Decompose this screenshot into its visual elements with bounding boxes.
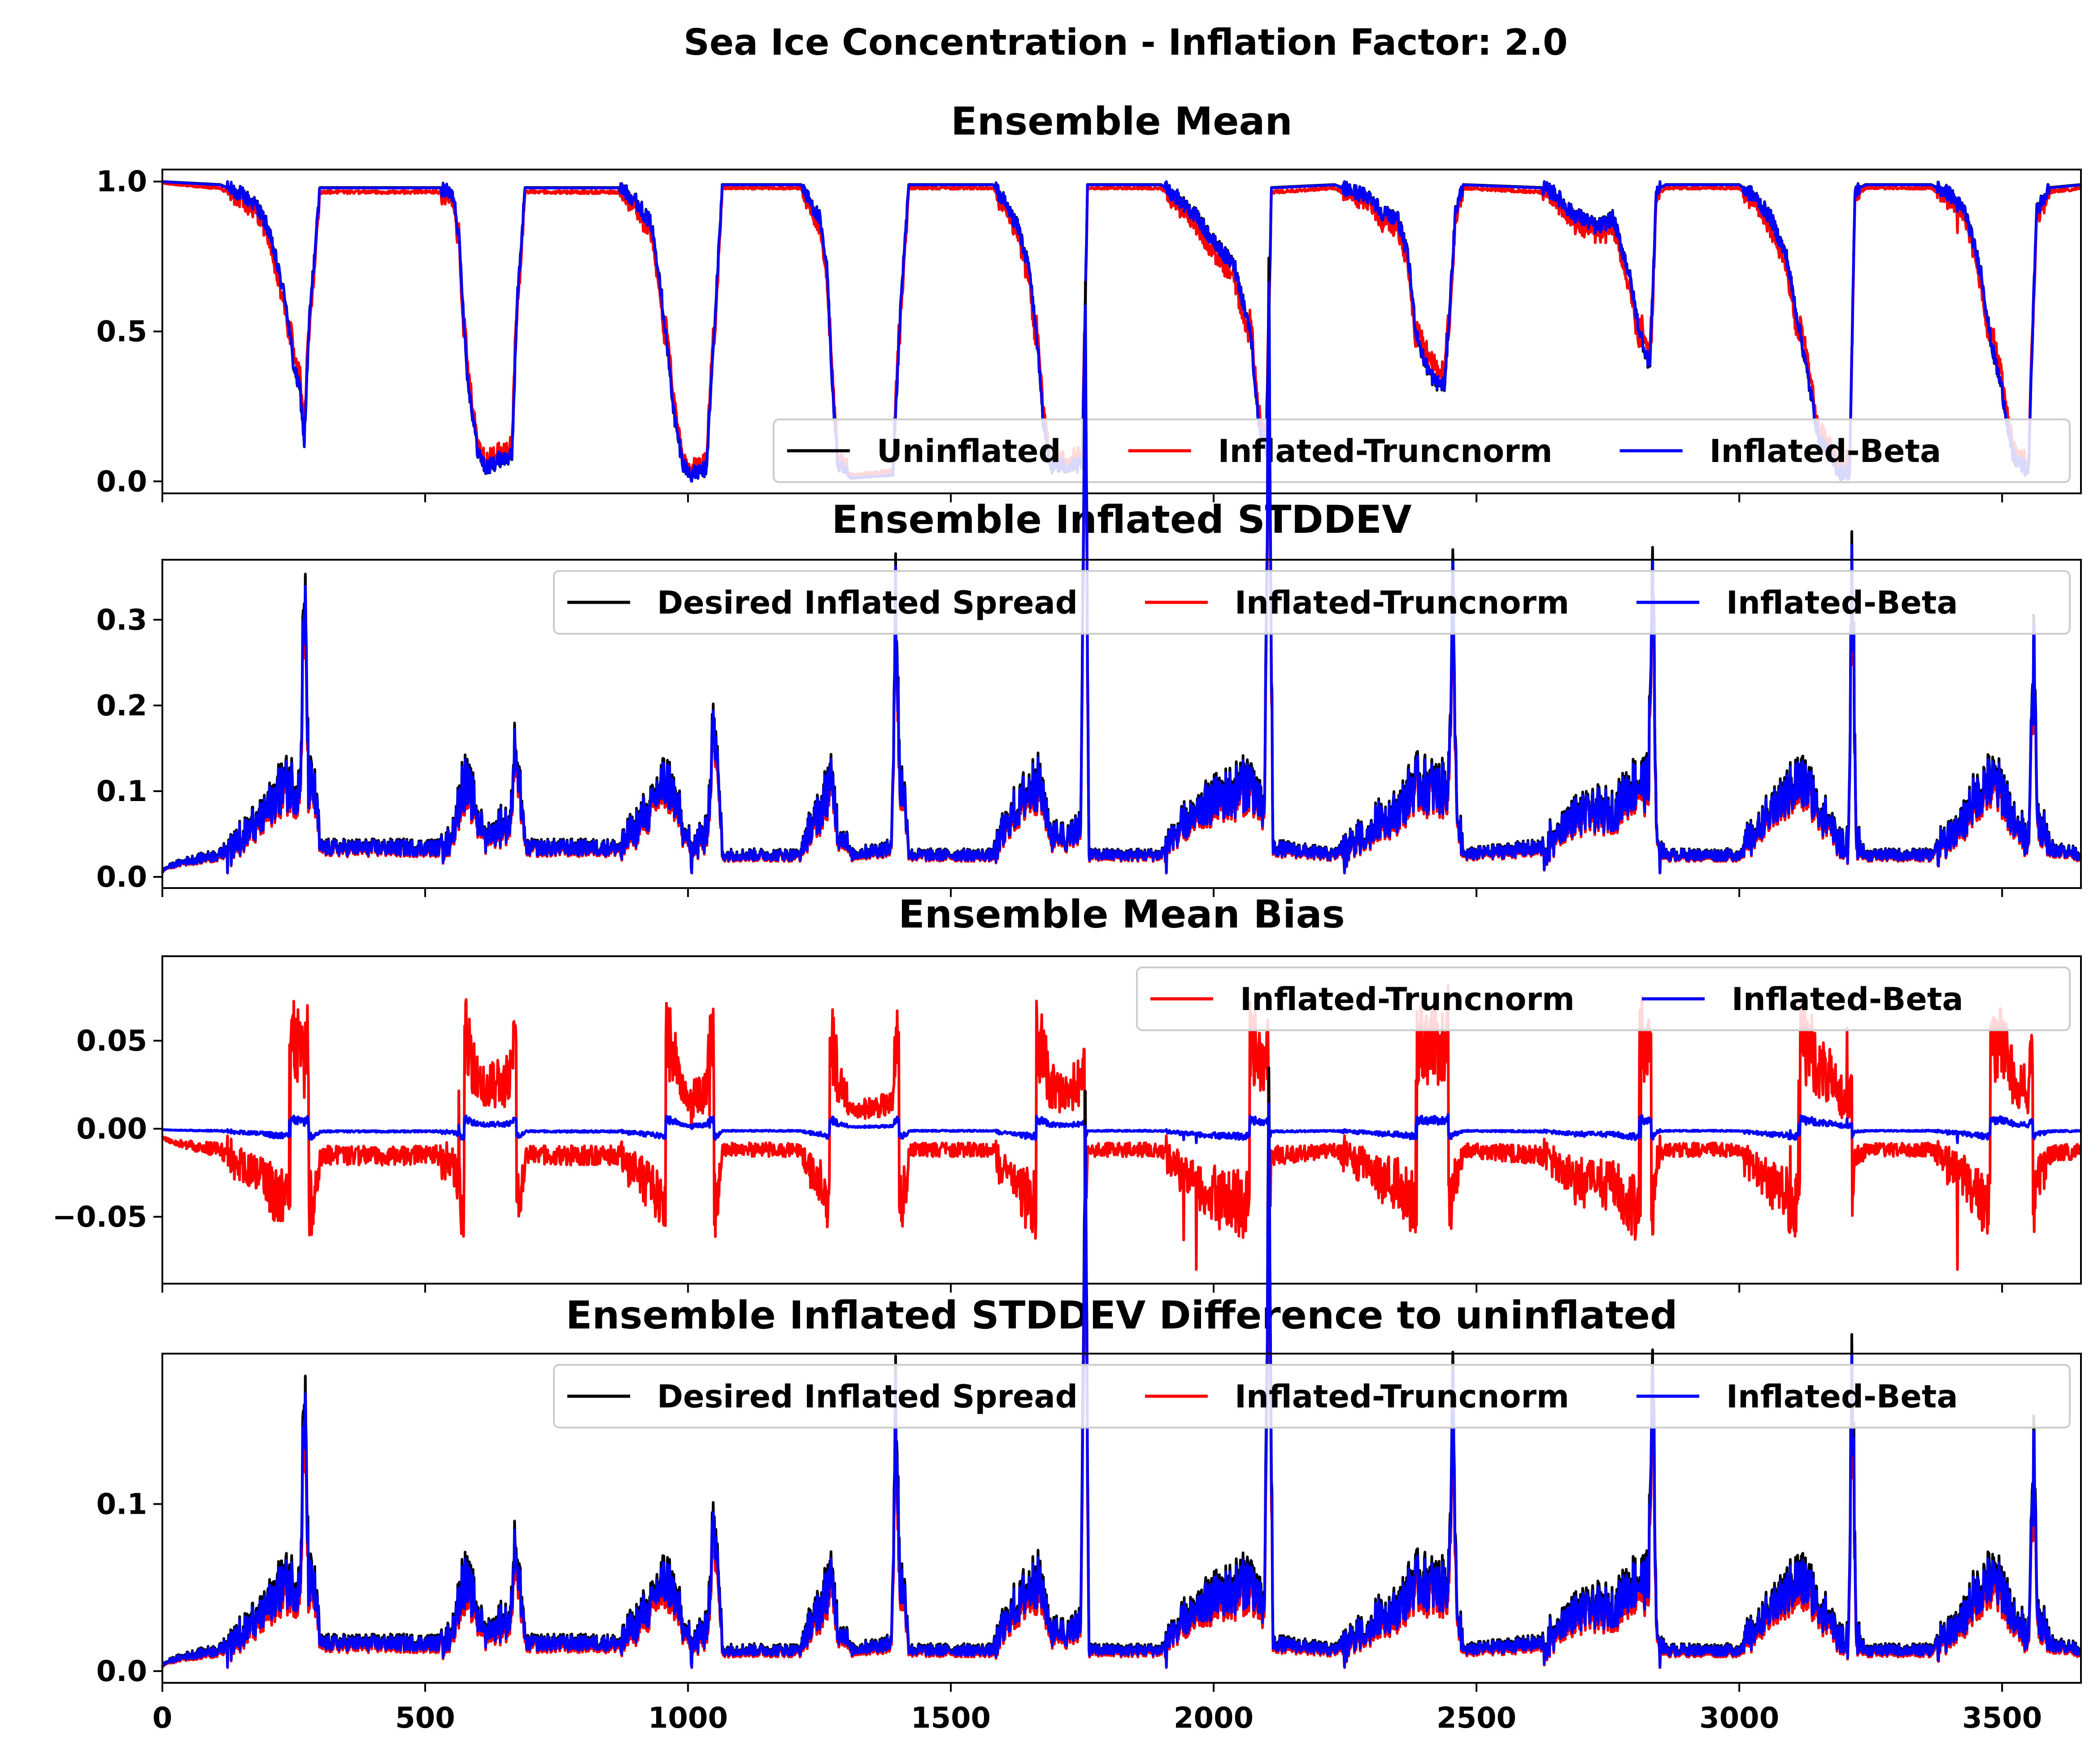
legend-label: Inflated-Beta [1726,1378,1958,1415]
y-tick-label: 0.0 [96,861,147,894]
y-tick-label: 0.3 [96,604,147,637]
legend-label: Uninflated [877,433,1061,470]
series-line-inflated-beta [161,281,2082,874]
panel-title: Ensemble Mean [951,99,1293,144]
legend-label: Desired Inflated Spread [657,1378,1078,1415]
y-tick-label: 0.0 [96,1655,147,1688]
x-tick-label: 3500 [1962,1702,2042,1735]
legend-label: Inflated-Beta [1732,981,1963,1018]
figure-title: Sea Ice Concentration - Inflation Factor… [683,22,1567,63]
y-tick-label: 0.0 [96,465,147,498]
legend-box [553,1364,2071,1429]
axes-frame [161,559,2082,889]
y-tick-label: 0.05 [76,1024,147,1058]
legend-label: Inflated-Beta [1710,433,1941,470]
axes-frame [161,1353,2082,1684]
series-line-inflated-truncnorm [161,984,2082,1271]
x-tick-label: 1500 [911,1702,991,1735]
legend-label: Desired Inflated Spread [657,584,1078,621]
legend: Inflated-Truncnorm Inflated-Beta [1136,967,2071,1031]
x-tick-label: 500 [395,1702,455,1735]
x-tick-label: 2500 [1436,1702,1516,1735]
panel-title: Ensemble Inflated STDDEV Difference to u… [566,1293,1677,1338]
legend-label: Inflated-Truncnorm [1240,981,1575,1018]
panel-3: Ensemble Mean Bias −0.05 0.00 0.05 Inflated-… [52,892,2082,1293]
panel-4: Ensemble Inflated STDDEV Difference to u… [96,1066,2082,1735]
x-tick-label: 3000 [1699,1702,1779,1735]
y-tick-label: 0.1 [96,775,147,808]
axes-frame [161,955,2082,1285]
y-tick-label: 1.0 [96,166,147,199]
legend-label: Inflated-Beta [1726,584,1958,621]
legend: Uninflated Inflated-Truncnorm Inflated-Bet… [773,418,2071,483]
legend: Desired Inflated Spread Inflated-Truncnor… [553,1364,2071,1429]
panels: Ensemble Mean 0.0 0.5 1.0 Uninflated Inflated… [52,99,2082,1735]
series-line-inflated-beta [161,1113,2082,1144]
series-line-inflated-beta [161,180,2081,483]
panel-1: Ensemble Mean 0.0 0.5 1.0 Uninflated Inflated… [96,99,2082,502]
y-tick-label: 0.00 [76,1113,147,1146]
y-tick-label: −0.05 [52,1201,147,1234]
x-tick-label: 2000 [1174,1702,1254,1735]
panel-title: Ensemble Mean Bias [898,892,1345,937]
panel-2: Ensemble Inflated STDDEV 0.0 0.1 0.2 0.3 Desi… [96,257,2082,897]
y-tick-label: 0.2 [96,689,147,723]
x-tick-label: 0 [152,1702,173,1735]
y-tick-label: 0.1 [96,1488,147,1521]
legend-label: Inflated-Truncnorm [1235,584,1569,621]
legend-box [553,570,2071,635]
legend-box [773,418,2071,483]
legend-label: Inflated-Truncnorm [1235,1378,1569,1415]
series-line-inflated-beta [161,1102,2082,1669]
panel-title: Ensemble Inflated STDDEV [831,497,1411,542]
y-tick-label: 0.5 [96,315,147,348]
legend-label: Inflated-Truncnorm [1218,433,1553,470]
legend-box [1136,967,2071,1031]
x-tick-label: 1000 [648,1702,728,1735]
legend: Desired Inflated Spread Inflated-Truncnor… [553,570,2071,635]
